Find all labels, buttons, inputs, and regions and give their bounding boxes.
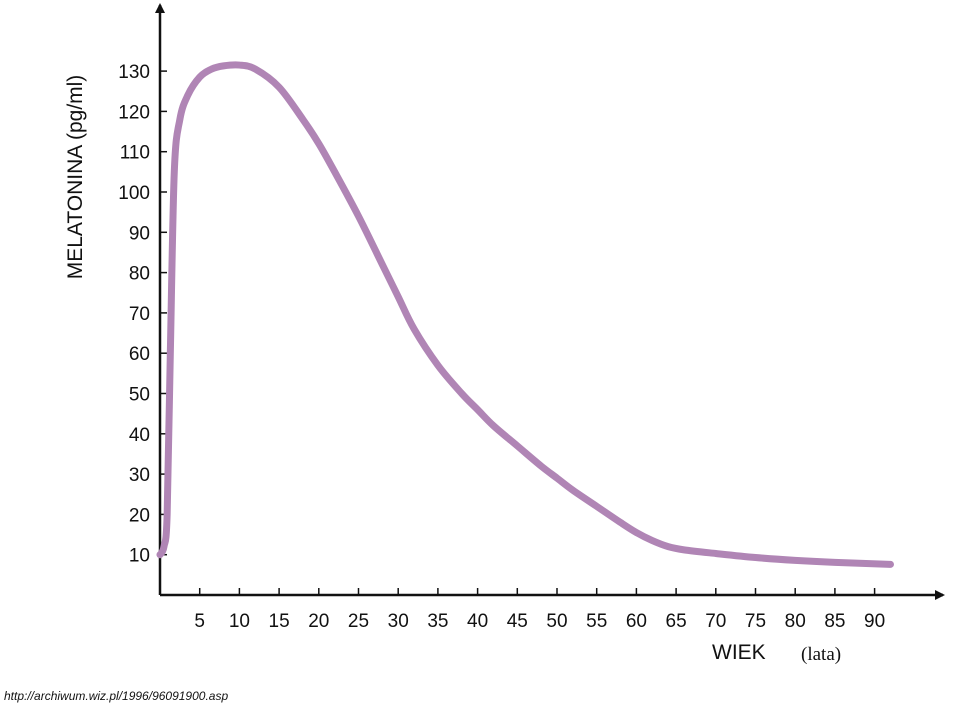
x-axis-title: WIEK — [712, 641, 766, 664]
x-tick-label: 85 — [824, 611, 845, 632]
x-axis-unit: (lata) — [801, 644, 841, 665]
y-tick-label: 70 — [129, 304, 150, 325]
x-tick-label: 70 — [705, 611, 726, 632]
source-url: http://archiwum.wiz.pl/1996/96091900.asp — [4, 689, 229, 703]
x-tick-label: 50 — [546, 611, 567, 632]
x-tick-label: 5 — [194, 611, 205, 632]
y-tick-label: 10 — [129, 546, 150, 567]
x-axis — [160, 588, 945, 600]
y-tick-label: 110 — [120, 143, 150, 164]
y-tick-label: 40 — [129, 425, 150, 446]
x-tick-label: 15 — [269, 611, 290, 632]
y-tick-label: 90 — [129, 223, 150, 244]
x-tick-label: 60 — [626, 611, 647, 632]
melatonin-series-line — [156, 61, 894, 568]
y-tick-label: 130 — [118, 62, 150, 83]
y-tick-label: 120 — [118, 102, 150, 123]
x-tick-label: 55 — [586, 611, 607, 632]
x-tick-label: 90 — [864, 611, 885, 632]
x-tick-label: 25 — [348, 611, 369, 632]
y-tick-label: 20 — [129, 505, 150, 526]
y-tick-label: 60 — [129, 344, 150, 365]
y-tick-label: 100 — [118, 183, 150, 204]
x-tick-labels: 5 10 15 20 25 30 35 40 45 50 55 60 65 70 75 80 85 90 — [194, 611, 885, 632]
x-tick-label: 30 — [388, 611, 409, 632]
x-tick-label: 40 — [467, 611, 488, 632]
x-tick-label: 75 — [745, 611, 766, 632]
x-tick-label: 80 — [785, 611, 806, 632]
x-tick-label: 65 — [666, 611, 687, 632]
x-tick-label: 35 — [427, 611, 448, 632]
x-tick-label: 10 — [229, 611, 250, 632]
y-tick-label: 30 — [129, 465, 150, 486]
x-tick-label: 45 — [507, 611, 528, 632]
x-tick-label: 20 — [308, 611, 329, 632]
y-tick-label: 80 — [129, 264, 150, 285]
y-tick-labels: 10 20 30 40 50 60 70 80 90 100 110 120 130 — [118, 62, 150, 567]
y-axis-title: MELATONINA (pg/ml) — [64, 75, 87, 280]
y-tick-label: 50 — [129, 385, 150, 406]
series-group — [156, 61, 894, 568]
